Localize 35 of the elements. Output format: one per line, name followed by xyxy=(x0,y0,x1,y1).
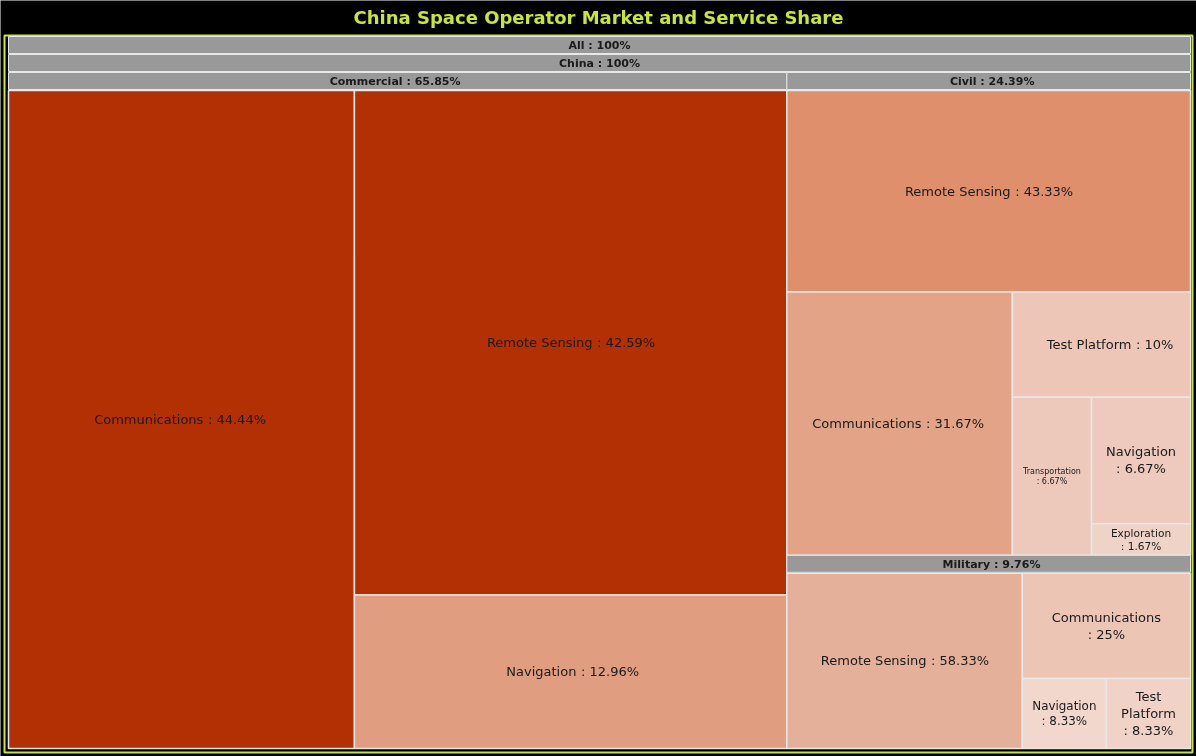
data-label: : 58.33% xyxy=(931,653,990,669)
data-label: : 6.67% xyxy=(1036,476,1068,486)
data-label: : 25% xyxy=(1087,626,1126,642)
text: China : 100% xyxy=(559,57,640,70)
category-label: Communications xyxy=(94,412,204,427)
category-label: Commercial xyxy=(329,75,403,88)
category-label: Navigation xyxy=(506,664,577,680)
data-label: : 8.33% xyxy=(1123,722,1174,738)
text: All : 100% xyxy=(568,39,631,52)
category-label: Navigation xyxy=(1032,698,1097,713)
data-label: : 43.33% xyxy=(1015,183,1074,199)
data-label: : 6.67% xyxy=(1116,461,1166,477)
category-label: Test Platform xyxy=(1121,689,1176,721)
data-label: : 8.33% xyxy=(1041,714,1088,729)
data-label: : 44.44% xyxy=(207,412,267,427)
data-label: : 42.59% xyxy=(597,335,656,351)
category-label: Remote Sensing xyxy=(904,183,1011,199)
text: China Space Operator Market and Service Share xyxy=(353,7,844,28)
data-label: : 12.96% xyxy=(580,664,640,680)
category-label: Remote Sensing xyxy=(486,335,593,351)
category-label: Remote Sensing xyxy=(820,653,927,669)
category-label: Military xyxy=(942,557,991,571)
data-label: : 31.67% xyxy=(926,416,985,432)
data-label: : 24.39% xyxy=(980,75,1035,88)
category-label: Navigation xyxy=(1105,444,1177,460)
category-label: Communications xyxy=(1051,609,1162,625)
category-label: Test Platform xyxy=(1045,337,1132,353)
data-label: : 10% xyxy=(1135,337,1174,353)
category-label: Exploration xyxy=(1110,526,1172,539)
category-label: Communications xyxy=(812,416,922,432)
category-label: Civil xyxy=(949,75,977,88)
category-label: Transportation xyxy=(1022,466,1081,476)
data-label: : 65.85% xyxy=(406,75,461,88)
data-label: : 9.76% xyxy=(994,557,1041,571)
data-label: : 1.67% xyxy=(1120,540,1162,553)
